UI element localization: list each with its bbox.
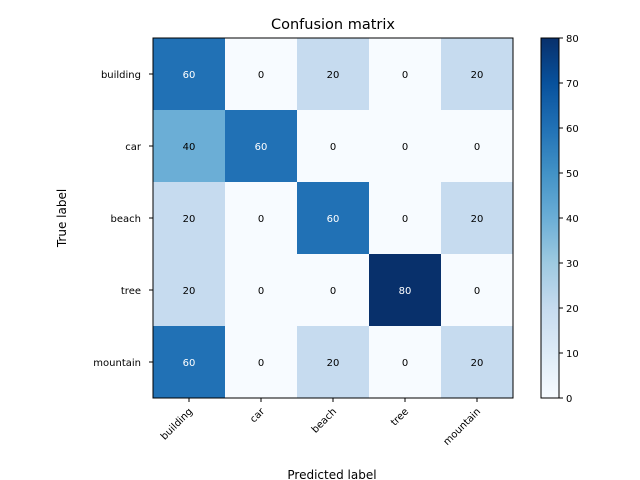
heatmap-cell-label: 60 [255,142,268,153]
heatmap-cell-label: 0 [402,142,408,153]
colorbar-tick-label: 60 [566,124,579,135]
heatmap-cell [369,38,442,111]
heatmap-cell-label: 0 [474,286,480,297]
x-tick-label: car [248,406,268,426]
colorbar-tick-label: 30 [566,259,579,270]
colorbar-tick-label: 70 [566,79,579,90]
heatmap-cell-label: 20 [471,214,484,225]
heatmap-cell-label: 80 [399,286,412,297]
heatmap-cell-label: 60 [183,358,196,369]
heatmap-cell [225,182,298,255]
heatmap-cell [369,254,442,327]
heatmap-cell-label: 0 [258,214,264,225]
heatmap-cell-label: 20 [183,286,196,297]
x-tick-label: mountain [442,406,484,448]
y-axis-label: True label [55,189,69,248]
heatmap-cell-labels: 60 0 20 0 20 40 60 0 0 0 20 0 60 0 20 20 0 0 80 0 60 0 20 0 20 [183,70,484,369]
heatmap-cell [369,110,442,183]
heatmap-cell-label: 20 [327,70,340,81]
colorbar-tick-label: 0 [566,394,572,405]
heatmap-cells [153,38,514,399]
heatmap-cell-label: 0 [258,286,264,297]
heatmap-cell [225,110,298,183]
colorbar-tick-label: 10 [566,349,579,360]
heatmap-cell-label: 20 [471,358,484,369]
heatmap-cell-label: 0 [258,70,264,81]
heatmap-cell [153,110,226,183]
heatmap-cell-label: 20 [471,70,484,81]
heatmap-cell-label: 20 [327,358,340,369]
heatmap-cell-label: 20 [183,214,196,225]
heatmap-cell [369,182,442,255]
y-tick-label: car [125,142,142,153]
colorbar-ticks: 0 10 20 30 40 50 60 70 80 [559,34,579,405]
heatmap-cell [153,254,226,327]
heatmap-cell [297,110,370,183]
y-axis-ticks: building car beach tree mountain [93,70,153,369]
x-tick-label: beach [310,406,339,435]
colorbar-tick-label: 50 [566,169,579,180]
heatmap-cell [153,326,226,399]
y-tick-label: beach [111,214,141,225]
x-tick-label: building [159,406,195,442]
heatmap-cell-label: 0 [402,70,408,81]
heatmap-cell-label: 0 [402,358,408,369]
heatmap-cell [441,182,514,255]
heatmap-cell [441,254,514,327]
x-axis-ticks: building car beach tree mountain [159,398,483,448]
y-tick-label: tree [121,286,141,297]
heatmap-cell-label: 0 [258,358,264,369]
chart-title: Confusion matrix [271,17,395,33]
heatmap-cell [297,182,370,255]
heatmap-cell [297,38,370,111]
heatmap-cell [441,110,514,183]
heatmap-cell [441,38,514,111]
colorbar-tick-label: 20 [566,304,579,315]
colorbar-tick-label: 80 [566,34,579,45]
heatmap-cell-label: 0 [330,286,336,297]
heatmap-cell [297,326,370,399]
heatmap-cell-label: 60 [327,214,340,225]
heatmap-cell [153,182,226,255]
heatmap-cell-label: 40 [183,142,196,153]
heatmap-cell [153,38,226,111]
heatmap-cell [441,326,514,399]
heatmap-cell-label: 0 [402,214,408,225]
heatmap-cell [369,326,442,399]
heatmap-cell [225,254,298,327]
x-axis-label: Predicted label [287,468,376,480]
colorbar [540,37,560,399]
y-tick-label: building [101,70,141,81]
heatmap-cell [297,254,370,327]
heatmap-cell-label: 0 [474,142,480,153]
y-tick-label: mountain [93,358,141,369]
x-tick-label: tree [389,406,411,428]
heatmap-cell-label: 60 [183,70,196,81]
heatmap-cell [225,38,298,111]
colorbar-tick-label: 40 [566,214,579,225]
heatmap-cell [225,326,298,399]
heatmap-cell-label: 0 [330,142,336,153]
